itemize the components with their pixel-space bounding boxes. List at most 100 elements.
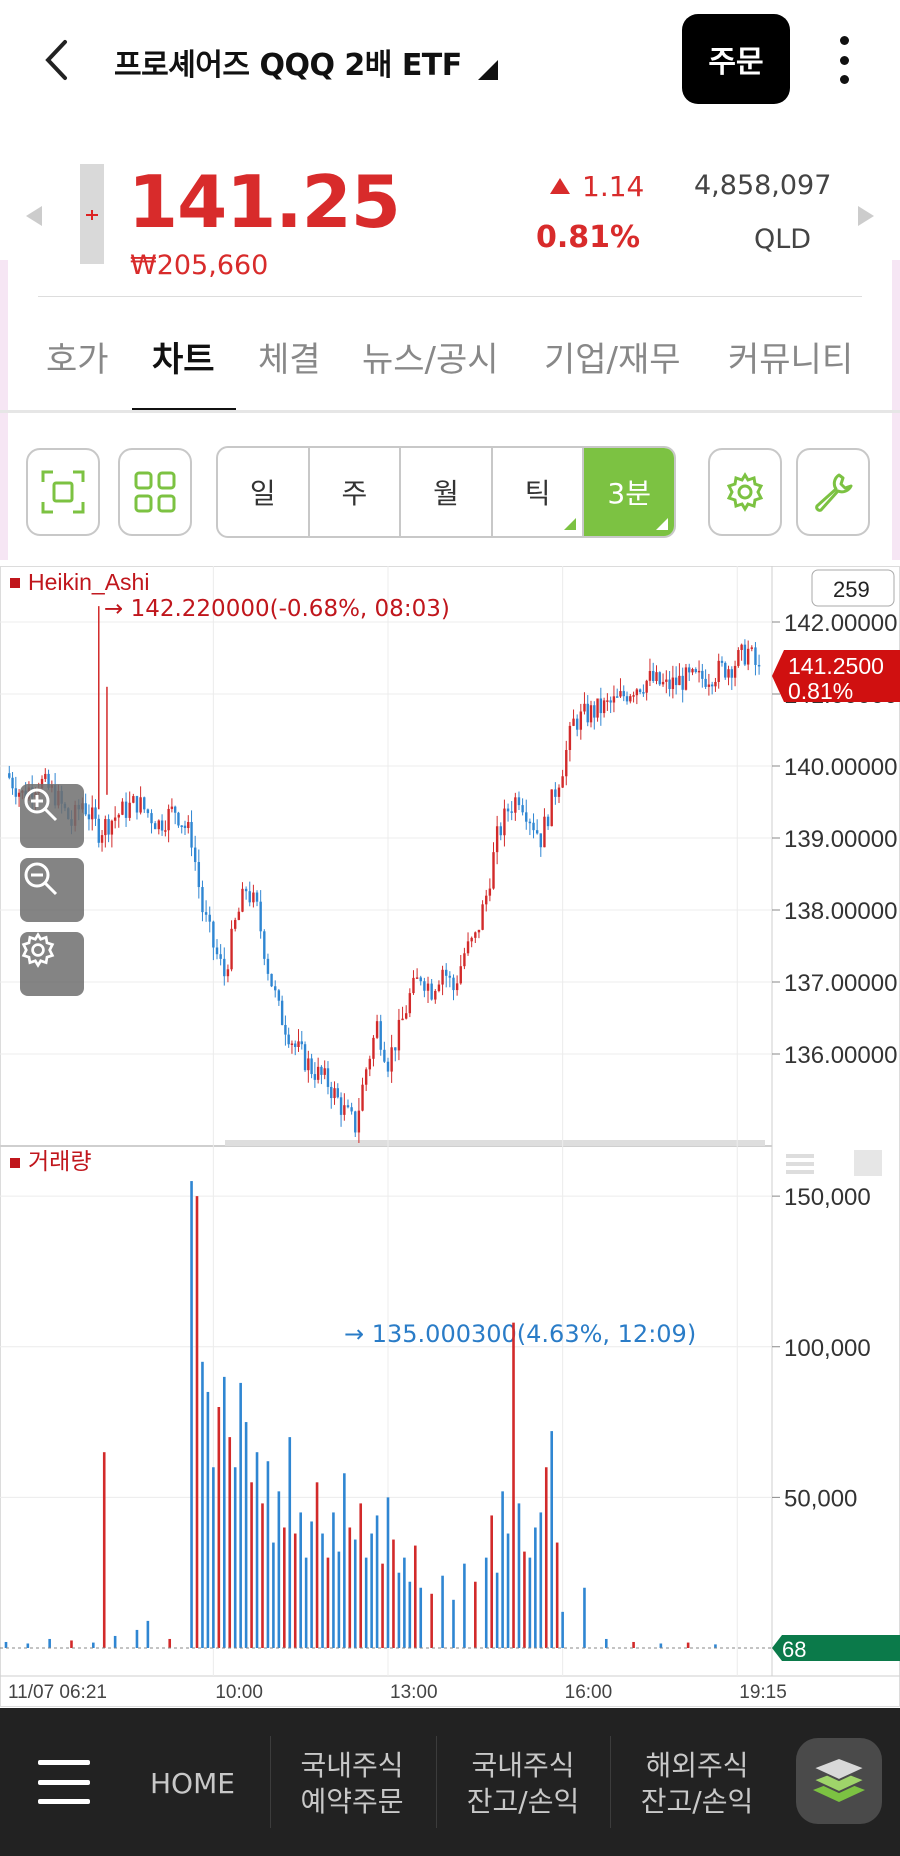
- layout-grid-button[interactable]: [118, 448, 192, 536]
- candle-body: [746, 648, 750, 665]
- candle-body: [47, 773, 50, 788]
- tab-chart[interactable]: 차트: [152, 340, 215, 380]
- candle-body: [339, 1097, 343, 1115]
- current-price-tag: [772, 650, 900, 702]
- tab-trades[interactable]: 체결: [258, 340, 321, 380]
- volume-tick-label: 50,000: [784, 1485, 857, 1512]
- volume-bar: [659, 1643, 663, 1648]
- candle-body: [234, 919, 237, 929]
- volume-bar: [217, 1407, 221, 1648]
- nav-domestic-balance[interactable]: 국내주식 잔고/손익: [466, 1749, 580, 1818]
- candle-body: [404, 1013, 408, 1019]
- candle-body: [346, 1105, 350, 1108]
- chart-option-button[interactable]: [20, 932, 84, 996]
- next-stock-arrow-icon[interactable]: [858, 206, 874, 226]
- candle-body: [294, 1043, 297, 1047]
- candle-body: [602, 700, 606, 714]
- stock-title[interactable]: 프로셰어즈 QQQ 2배 ETF: [114, 48, 462, 83]
- pane-close-icon: [854, 1150, 882, 1176]
- chart-tools-button[interactable]: [796, 448, 870, 536]
- volume-tick-label: 150,000: [784, 1184, 871, 1211]
- candle-body: [535, 830, 539, 834]
- candle-body: [368, 1058, 372, 1070]
- gear-icon: [21, 932, 55, 968]
- period-selector: 일 주 월 틱 3분: [216, 446, 676, 538]
- candle-body: [452, 977, 455, 991]
- tab-orderbook[interactable]: 호가: [46, 340, 109, 380]
- price-chart[interactable]: 11/07 06:21 10:00 13:00 16:00 19:15 142.00000…: [0, 566, 900, 1708]
- candle-body: [539, 833, 542, 848]
- pane-menu-icon: [786, 1162, 814, 1166]
- candle-body: [160, 820, 164, 831]
- caret-down-icon[interactable]: [478, 60, 498, 80]
- chart-settings-button[interactable]: [708, 448, 782, 536]
- nav-home[interactable]: HOME: [150, 1767, 235, 1800]
- volume-bar: [201, 1361, 204, 1648]
- period-week[interactable]: 주: [310, 448, 402, 536]
- period-tick[interactable]: 틱: [493, 448, 585, 536]
- candle-body: [307, 1058, 310, 1071]
- candle-body: [596, 698, 599, 718]
- chart-canvas[interactable]: 11/07 06:21 10:00 13:00 16:00 19:15 142.00000…: [0, 566, 900, 1708]
- back-button[interactable]: [36, 36, 76, 84]
- tab-community[interactable]: 커뮤니티: [728, 340, 854, 380]
- candle-body: [170, 806, 174, 809]
- candle-body: [180, 825, 183, 827]
- candle-body: [364, 1069, 368, 1085]
- volume-bar: [326, 1557, 330, 1648]
- volume-bar: [419, 1587, 423, 1648]
- zoom-out-button[interactable]: [20, 858, 84, 922]
- volume-bar: [413, 1545, 417, 1648]
- app-header: 프로셰어즈 QQQ 2배 ETF 주문: [0, 0, 900, 120]
- volume-bar: [321, 1533, 324, 1648]
- volume-bar: [430, 1593, 433, 1648]
- candle-body: [361, 1084, 364, 1111]
- candle-body: [645, 680, 648, 693]
- up-triangle-icon: [550, 178, 570, 194]
- volume-bar: [332, 1512, 335, 1648]
- volume-bar: [359, 1503, 363, 1648]
- prev-stock-arrow-icon[interactable]: [26, 206, 42, 226]
- volume-bar: [337, 1551, 341, 1648]
- x-tick-label: 11/07 06:21: [8, 1682, 107, 1703]
- candle-body: [300, 1041, 303, 1045]
- candle-body: [375, 1021, 379, 1038]
- zoom-in-button[interactable]: [20, 784, 84, 848]
- candle-body: [437, 984, 441, 991]
- layers-button[interactable]: [796, 1738, 882, 1824]
- candle-body: [506, 808, 510, 812]
- candle-body: [132, 796, 135, 803]
- candle-body: [87, 814, 91, 820]
- menu-icon[interactable]: [38, 1760, 90, 1804]
- candle-body: [625, 696, 629, 702]
- volume-bar: [233, 1467, 237, 1648]
- more-vertical-icon[interactable]: [826, 36, 862, 84]
- candle-body: [678, 675, 681, 686]
- tab-company[interactable]: 기업/재무: [544, 340, 681, 380]
- fullscreen-button[interactable]: [26, 448, 100, 536]
- period-day[interactable]: 일: [218, 448, 310, 536]
- candle-body: [244, 888, 248, 892]
- candle-body: [652, 671, 655, 682]
- candle-body: [561, 776, 564, 788]
- candle-body: [150, 813, 153, 824]
- candle-body: [612, 696, 616, 703]
- volume-bar: [523, 1551, 526, 1648]
- candle-body: [297, 1041, 300, 1047]
- order-button[interactable]: 주문: [682, 14, 790, 104]
- nav-overseas-balance[interactable]: 해외주식 잔고/손익: [640, 1749, 754, 1818]
- period-month[interactable]: 월: [401, 448, 493, 536]
- candle-body: [668, 679, 671, 690]
- nav-domestic-reserve-order[interactable]: 국내주식 예약주문: [300, 1749, 404, 1818]
- candle-body: [557, 787, 561, 797]
- ticker-symbol: QLD: [754, 224, 812, 255]
- candle-body: [503, 808, 506, 836]
- volume-bar: [506, 1533, 510, 1648]
- tab-news[interactable]: 뉴스/공시: [362, 340, 499, 380]
- candle-body: [481, 904, 484, 930]
- candle-body: [565, 749, 568, 777]
- candle-body: [164, 830, 167, 832]
- volume-bar: [113, 1635, 117, 1648]
- period-3min[interactable]: 3분: [584, 448, 674, 536]
- candle-body: [521, 805, 524, 813]
